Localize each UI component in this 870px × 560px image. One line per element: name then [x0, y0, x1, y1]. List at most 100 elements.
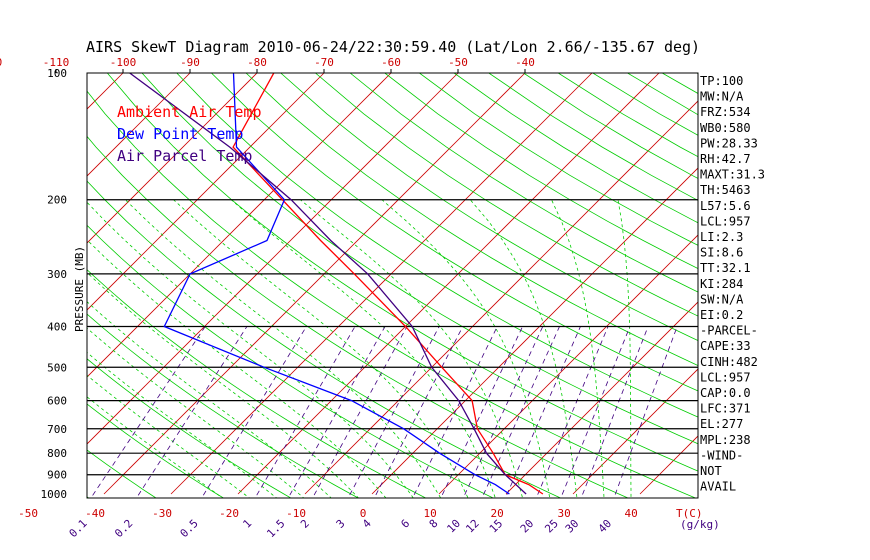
isotherm-line [774, 73, 870, 494]
mixing-ratio-line [312, 326, 408, 498]
top-temp-label: -100 [110, 56, 137, 69]
grid-layer [0, 73, 870, 503]
dry-adiabat-line [141, 73, 698, 445]
dry-adiabat-line [384, 73, 698, 269]
pressure-tick-label: 400 [47, 320, 67, 333]
dry-adiabat-line [662, 73, 698, 94]
pressure-tick-label: 600 [47, 395, 67, 408]
plot-frame [86, 72, 699, 499]
moist-adiabat-line [300, 199, 523, 498]
mixing-ratio-line [254, 326, 356, 498]
moist-adiabat-line [87, 351, 278, 498]
moist-adiabat-line [173, 199, 469, 498]
stat-line: LFC:371 [700, 402, 751, 416]
pressure-tick-label: 300 [47, 268, 67, 281]
stat-line: EL:277 [700, 417, 743, 431]
mixing-ratio-label: 0.1 [66, 517, 89, 540]
mixing-unit-label: (g/kg) [680, 518, 720, 531]
bottom-temp-label: -30 [152, 507, 172, 520]
isotherm-line [87, 73, 258, 244]
stat-line: EI:0.2 [700, 308, 743, 322]
isotherm-line [87, 73, 191, 177]
top-temp-label: -80 [247, 56, 267, 69]
moist-adiabat-line [617, 199, 632, 498]
stat-line: PW:28.33 [700, 136, 758, 150]
dry-adiabat-line [87, 403, 225, 498]
isotherm-line [87, 73, 392, 378]
moist-adiabat-line [87, 271, 360, 498]
dry-adiabat-line [488, 73, 698, 201]
stat-line: LCL:957 [700, 214, 751, 228]
dry-adiabat-line [87, 224, 495, 498]
pressure-tick-label: 200 [47, 194, 67, 207]
mixing-ratio-line [201, 326, 307, 498]
isotherm-line [87, 73, 459, 445]
stat-line: LI:2.3 [700, 230, 743, 244]
moist-adiabat-line [87, 374, 251, 498]
stat-line: CAP:0.0 [700, 386, 751, 400]
stat-line: MPL:238 [700, 433, 751, 447]
legend-entry: Dew Point Temp [117, 125, 243, 143]
mixing-ratio-line [373, 326, 464, 498]
isotherm-line [505, 301, 698, 495]
legend: Ambient Air Temp Dew Point Temp Air Parcel… [117, 103, 262, 165]
dry-adiabat-line [87, 180, 562, 498]
moist-adiabat-line [230, 199, 496, 498]
dry-adiabat-line [211, 73, 698, 392]
mixing-ratio-line [90, 326, 206, 498]
isotherm-line [438, 234, 698, 495]
pressure-tick-label: 100 [47, 67, 67, 80]
bottom-temp-label: 40 [624, 507, 637, 520]
mixing-ratio-line [481, 326, 560, 498]
top-temp-label: -110 [43, 56, 70, 69]
dry-adiabat-line [87, 358, 292, 498]
stat-line: CAPE:33 [700, 339, 751, 353]
dew-point-temp-line [163, 73, 510, 495]
stat-line: TP:100 [700, 74, 743, 88]
stat-line: TT:32.1 [700, 261, 751, 275]
dry-adiabat-line [87, 313, 360, 498]
pressure-tick-label: 700 [47, 423, 67, 436]
mixing-ratio-label: 1.5 [264, 517, 287, 540]
isotherm-line [304, 100, 698, 495]
top-temp-label: -40 [515, 56, 535, 69]
mixing-ratio-line [613, 326, 678, 498]
mixing-ratio-line [412, 326, 498, 498]
bottom-temp-label: 0 [360, 507, 367, 520]
dry-adiabat-line [87, 90, 697, 498]
top-temp-label: -120 [0, 56, 2, 69]
legend-entry: Ambient Air Temp [117, 103, 262, 121]
mixing-ratio-label: 1 [240, 517, 254, 531]
moist-adiabat-line [469, 199, 578, 498]
isotherm-line [371, 167, 698, 495]
stat-line: -PARCEL- [700, 324, 758, 338]
dry-adiabat-line [245, 73, 698, 366]
pressure-tick-label: 500 [47, 361, 67, 374]
stat-line: WB0:580 [700, 121, 751, 135]
bottom-temp-label: 20 [490, 507, 503, 520]
bottom-temp-label: 10 [423, 507, 436, 520]
stat-line: LCL:957 [700, 370, 751, 384]
top-temp-label: -70 [314, 56, 334, 69]
bottom-temp-label: -50 [18, 507, 38, 520]
mixing-ratio-label: 0.5 [178, 517, 201, 540]
ambient-air-temp-line [232, 73, 544, 495]
moist-adiabat-line [551, 199, 605, 498]
mixing-ratio-label: 6 [398, 517, 412, 531]
mixing-ratio-label: 4 [360, 517, 374, 531]
dry-adiabat-line [87, 269, 427, 498]
dry-adiabat-line [0, 73, 28, 503]
dry-adiabat-line [766, 73, 870, 503]
top-temp-label: -90 [180, 56, 200, 69]
top-temp-label: -50 [448, 56, 468, 69]
isotherm-line [87, 73, 325, 311]
moist-adiabat-line [87, 301, 332, 498]
dry-adiabat-line [87, 449, 157, 498]
mixing-ratio-line [535, 326, 609, 498]
stat-line: CINH:482 [700, 355, 758, 369]
stat-line: FRZ:534 [700, 105, 751, 119]
pressure-tick-label: 900 [47, 469, 67, 482]
dry-adiabat-line [349, 73, 698, 293]
y-axis-label: PRESSURE (MB) [73, 246, 86, 332]
